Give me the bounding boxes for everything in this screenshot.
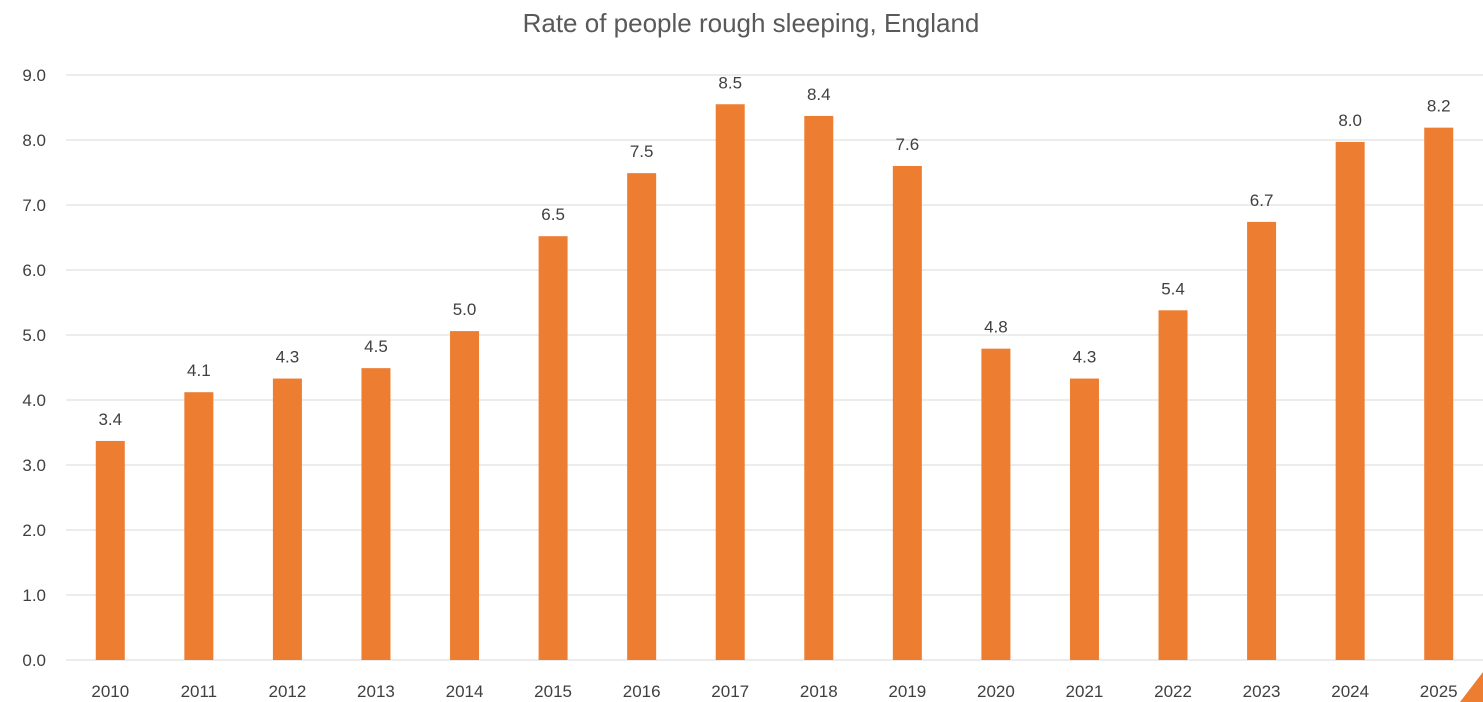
bar bbox=[272, 378, 302, 660]
x-tick-label: 2010 bbox=[91, 682, 129, 701]
data-label: 4.8 bbox=[984, 318, 1008, 337]
bar bbox=[804, 115, 834, 660]
data-label: 8.2 bbox=[1427, 97, 1451, 116]
x-tick-label: 2015 bbox=[534, 682, 572, 701]
x-tick-label: 2017 bbox=[711, 682, 749, 701]
x-tick-label: 2012 bbox=[268, 682, 306, 701]
bars bbox=[95, 104, 1454, 660]
x-tick-label: 2013 bbox=[357, 682, 395, 701]
data-label: 6.7 bbox=[1250, 191, 1274, 210]
y-tick-label: 0.0 bbox=[22, 651, 46, 670]
bar bbox=[1158, 310, 1188, 660]
bar bbox=[981, 348, 1011, 660]
data-label: 8.4 bbox=[807, 85, 831, 104]
data-label: 7.5 bbox=[630, 142, 654, 161]
x-tick-label: 2022 bbox=[1154, 682, 1192, 701]
gridlines bbox=[66, 74, 1483, 661]
x-tick-label: 2020 bbox=[977, 682, 1015, 701]
data-label: 7.6 bbox=[896, 135, 920, 154]
x-tick-label: 2011 bbox=[181, 682, 218, 701]
bar bbox=[1335, 141, 1365, 660]
bar bbox=[892, 166, 922, 660]
x-tick-label: 2025 bbox=[1420, 682, 1458, 701]
y-tick-label: 7.0 bbox=[22, 196, 46, 215]
bar bbox=[361, 368, 391, 660]
y-tick-label: 5.0 bbox=[22, 326, 46, 345]
y-tick-label: 3.0 bbox=[22, 456, 46, 475]
bar bbox=[538, 236, 568, 660]
bar bbox=[450, 331, 480, 660]
bar bbox=[95, 440, 125, 660]
data-label: 8.5 bbox=[718, 73, 742, 92]
bar bbox=[715, 104, 745, 660]
bar bbox=[1424, 127, 1454, 660]
y-tick-label: 2.0 bbox=[22, 521, 46, 540]
data-labels: 3.4 4.1 4.3 4.5 5.0 6.5 7.5 8.5 8.4 7.6 4.8 4.3 5.4 6… bbox=[98, 73, 1450, 429]
x-axis-ticks: 2010 2011 2012 2013 2014 2015 2016 2017 2018 2019… bbox=[91, 682, 1457, 701]
y-tick-label: 9.0 bbox=[22, 66, 46, 85]
x-tick-label: 2024 bbox=[1331, 682, 1369, 701]
x-tick-label: 2018 bbox=[800, 682, 838, 701]
x-tick-label: 2021 bbox=[1066, 682, 1104, 701]
x-tick-label: 2023 bbox=[1243, 682, 1281, 701]
corner-accent-shape bbox=[1460, 672, 1483, 702]
data-label: 4.3 bbox=[276, 348, 300, 367]
data-label: 4.5 bbox=[364, 337, 388, 356]
x-tick-label: 2019 bbox=[888, 682, 926, 701]
y-tick-label: 1.0 bbox=[22, 586, 46, 605]
bar bbox=[627, 173, 657, 660]
y-tick-label: 6.0 bbox=[22, 261, 46, 280]
bar bbox=[1069, 378, 1099, 660]
y-axis-ticks: 0.0 1.0 2.0 3.0 4.0 5.0 6.0 7.0 8.0 9.0 bbox=[22, 66, 46, 670]
y-tick-label: 4.0 bbox=[22, 391, 46, 410]
data-label: 4.1 bbox=[187, 361, 211, 380]
y-tick-label: 8.0 bbox=[22, 131, 46, 150]
chart-title: Rate of people rough sleeping, England bbox=[523, 8, 980, 38]
data-label: 8.0 bbox=[1338, 111, 1362, 130]
data-label: 4.3 bbox=[1073, 348, 1097, 367]
data-label: 6.5 bbox=[541, 205, 565, 224]
x-tick-label: 2014 bbox=[446, 682, 484, 701]
x-tick-label: 2016 bbox=[623, 682, 661, 701]
bar bbox=[184, 392, 214, 660]
data-label: 5.4 bbox=[1161, 279, 1185, 298]
data-label: 3.4 bbox=[98, 410, 122, 429]
bar bbox=[1247, 221, 1277, 660]
data-label: 5.0 bbox=[453, 300, 477, 319]
